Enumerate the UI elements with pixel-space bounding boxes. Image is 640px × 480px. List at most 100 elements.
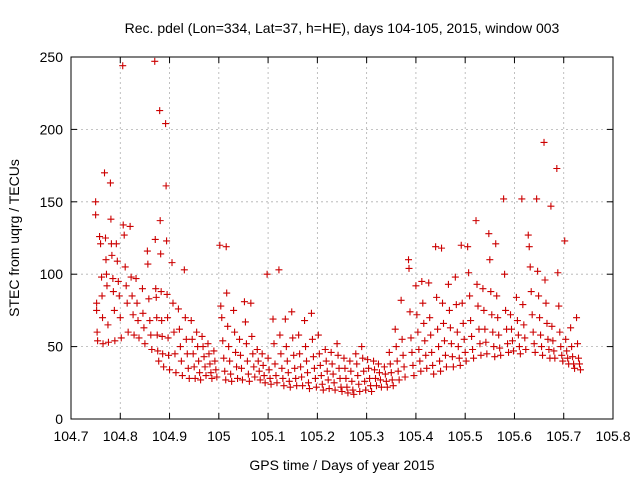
data-point [248, 332, 256, 340]
data-point [152, 293, 160, 301]
data-point [109, 275, 117, 283]
data-point [337, 383, 345, 391]
data-point [429, 361, 437, 369]
data-point [293, 382, 301, 390]
data-point [490, 343, 498, 351]
data-point [519, 301, 527, 309]
data-point [441, 351, 449, 359]
data-point [449, 363, 457, 371]
data-point [99, 314, 107, 322]
data-point [122, 282, 130, 290]
data-point [254, 357, 262, 365]
axis-ticks: 104.7 104.8 104.9 105 105.1 105.2 105.3 105.4 10… [40, 49, 631, 444]
data-point [302, 343, 310, 351]
data-point [99, 340, 107, 348]
data-point [218, 314, 226, 322]
data-point [343, 383, 351, 391]
data-point [251, 373, 259, 381]
data-point [102, 256, 110, 264]
data-point [263, 270, 271, 278]
data-point [442, 363, 450, 371]
data-point [301, 317, 309, 325]
data-point [304, 369, 312, 377]
data-point [183, 350, 191, 358]
data-point [472, 217, 480, 225]
data-point [374, 360, 382, 368]
data-point [440, 337, 448, 345]
data-point [291, 364, 299, 372]
data-point [270, 340, 278, 348]
data-point [358, 343, 366, 351]
data-point [389, 382, 397, 390]
data-point [156, 107, 164, 115]
data-point [163, 290, 171, 298]
data-point [371, 366, 379, 374]
data-point [184, 364, 192, 372]
data-point [145, 295, 153, 303]
data-point [130, 331, 138, 339]
data-point [482, 338, 490, 346]
data-point [414, 328, 422, 336]
x-tick-label: 105.1 [251, 428, 286, 444]
x-tick-label: 104.7 [53, 428, 88, 444]
data-point [165, 351, 173, 359]
x-tick-label: 105.3 [349, 428, 384, 444]
data-point [282, 343, 290, 351]
data-point [153, 331, 161, 339]
data-point [217, 302, 225, 310]
data-point [548, 322, 556, 330]
data-point [394, 367, 402, 375]
data-point [97, 240, 105, 248]
data-point [513, 317, 521, 325]
data-point [324, 376, 332, 384]
data-point [456, 361, 464, 369]
data-point [286, 383, 294, 391]
data-point [494, 314, 502, 322]
y-tick-label: 0 [55, 411, 63, 427]
data-point [227, 370, 235, 378]
data-point [151, 57, 159, 65]
y-tick-label: 150 [40, 194, 64, 210]
data-point [304, 379, 312, 387]
data-point [477, 351, 485, 359]
data-point [567, 324, 575, 332]
data-point [516, 350, 524, 358]
data-point [549, 337, 557, 345]
data-point [331, 386, 339, 394]
data-point [344, 389, 352, 397]
data-point [206, 360, 214, 368]
data-point [399, 351, 407, 359]
data-point [296, 350, 304, 358]
data-point [321, 345, 329, 353]
data-point [509, 347, 517, 355]
data-point [387, 369, 395, 377]
data-point [485, 230, 493, 238]
data-point [180, 266, 188, 274]
data-point [530, 340, 538, 348]
data-point [103, 282, 111, 290]
data-point [432, 243, 440, 251]
data-point [367, 382, 375, 390]
data-point [462, 357, 470, 365]
data-point [410, 372, 418, 380]
data-point [574, 340, 582, 348]
data-point [242, 340, 250, 348]
data-point [334, 351, 342, 359]
y-tick-label: 200 [40, 121, 64, 137]
data-point [168, 259, 176, 267]
data-point [216, 241, 224, 249]
data-point [439, 299, 447, 307]
data-point [342, 374, 350, 382]
data-point [231, 328, 239, 336]
data-point [107, 215, 115, 223]
data-point [245, 377, 253, 385]
data-point [350, 390, 358, 398]
data-point [354, 372, 362, 380]
data-point [146, 317, 154, 325]
data-point [457, 241, 465, 249]
data-point [275, 266, 283, 274]
data-point [318, 380, 326, 388]
data-point [177, 357, 185, 365]
x-tick-label: 105.2 [300, 428, 335, 444]
data-point [473, 280, 481, 288]
